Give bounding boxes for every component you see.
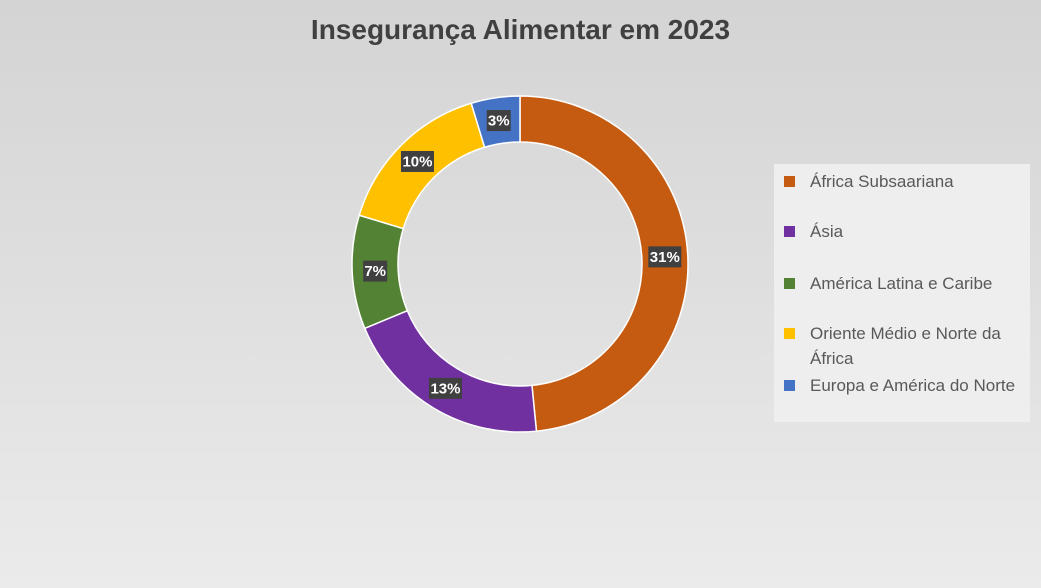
legend-swatch bbox=[784, 328, 795, 339]
slices-group bbox=[351, 95, 689, 433]
data-label-bg-europa-america-norte bbox=[486, 110, 511, 132]
data-labels-group: 31% 13% 7% 10% 3% bbox=[363, 110, 682, 399]
data-label-america-latina-caribe: 7% bbox=[364, 263, 386, 280]
data-label-europa-america-norte: 3% bbox=[488, 113, 510, 130]
data-label-oriente-medio-norte-africa: 10% bbox=[402, 153, 432, 170]
legend: África Subsaariana Ásia América Latina e… bbox=[774, 164, 1030, 422]
chart-title: Insegurança Alimentar em 2023 bbox=[310, 14, 731, 45]
data-label-bg-africa-subsaariana bbox=[648, 246, 682, 268]
data-label-bg-asia bbox=[428, 377, 462, 399]
legend-label: Europa e América do Norte bbox=[810, 376, 1016, 395]
legend-swatch bbox=[784, 226, 795, 237]
legend-label: Oriente Médio e Norte da África bbox=[810, 324, 1001, 368]
data-label-bg-oriente-medio-norte-africa bbox=[400, 150, 434, 172]
data-label-africa-subsaariana: 31% bbox=[650, 249, 680, 266]
legend-swatch bbox=[784, 176, 795, 187]
legend-label: Ásia bbox=[810, 222, 844, 241]
donut-slice-africa-subsaariana bbox=[519, 95, 689, 433]
legend-swatch bbox=[784, 380, 795, 391]
data-label-asia: 13% bbox=[430, 380, 460, 397]
data-label-bg-america-latina-caribe bbox=[363, 260, 388, 282]
legend-label: África Subsaariana bbox=[810, 172, 954, 191]
donut-slice-asia bbox=[363, 309, 538, 433]
legend-swatch bbox=[784, 278, 795, 289]
legend-label: América Latina e Caribe bbox=[810, 274, 993, 293]
